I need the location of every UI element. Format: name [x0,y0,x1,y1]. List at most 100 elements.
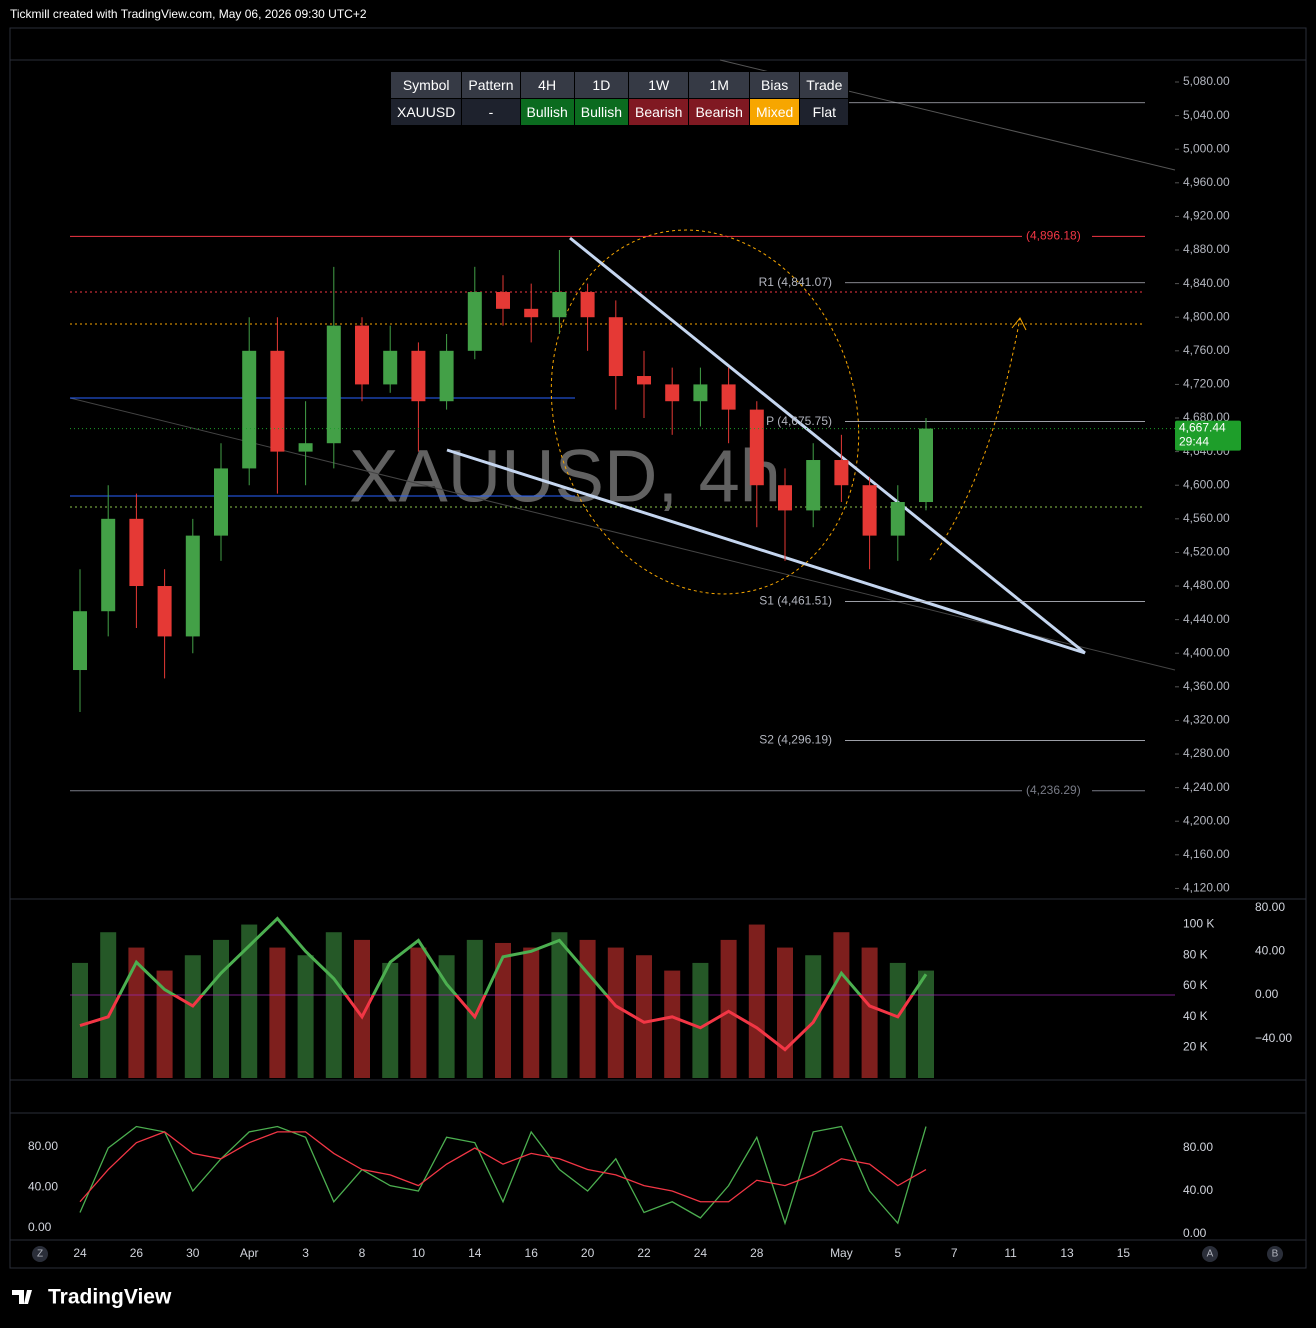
button-label[interactable]: A [1207,1249,1214,1260]
y-tick-label: 4,120.00 [1183,881,1230,895]
candle-body [185,535,200,637]
candle-body [411,350,426,402]
y-tick-label: 40 K [1183,1009,1208,1023]
table-cell: Pattern [461,71,521,99]
wedge-line [569,236,1086,655]
candle-body [580,292,595,318]
volume-bar [325,932,342,1078]
volume-bar [777,947,793,1078]
y-tick-label: 4,480.00 [1183,578,1230,592]
volume-bar [495,942,511,1078]
candle-body [439,350,454,402]
candle-body [721,384,736,410]
button-label[interactable]: Z [37,1249,43,1260]
x-tick-label: 3 [302,1246,309,1260]
candle-body [326,325,341,444]
table-row: XAUUSD - Bullish Bullish Bearish Bearish Mixed… [389,98,850,126]
wedge-line [446,448,1086,655]
table-header: Symbol Pattern 4H 1D 1W 1M Bias Trade [389,71,850,99]
candle-body [467,292,482,351]
x-tick-label: 5 [894,1246,901,1260]
candle-body [919,428,933,503]
x-tick-label: 26 [130,1246,144,1260]
brand-name: TradingView [48,1286,172,1309]
x-tick-label: 11 [1004,1246,1017,1260]
table-cell: Bearish [688,98,750,126]
arrow-head [1011,317,1027,331]
y-tick-label: 4,800.00 [1183,309,1230,323]
candle-body [383,350,398,385]
y-tick-label: 4,840.00 [1183,276,1230,290]
y-tick-label: 4,920.00 [1183,209,1230,223]
candle-body [129,518,144,587]
candle-body [778,485,792,511]
y-tick-label: 4,880.00 [1183,242,1230,256]
candle-body [552,292,567,318]
y-tick-label: 4,400.00 [1183,645,1230,659]
candle-body [806,460,821,511]
volume-bar [607,947,624,1078]
button[interactable] [1267,1246,1283,1262]
table-cell: Bullish [519,98,575,126]
table-cell: 1D [573,71,630,99]
candle-body [101,518,116,612]
volume-bar [918,970,934,1078]
button-label[interactable]: B [1272,1249,1279,1260]
y2-tick-label: 0.00 [28,1220,52,1234]
label-bg [1022,228,1092,245]
button[interactable] [1202,1246,1218,1262]
table-cell: 1M [688,71,750,99]
volume-bar [833,932,850,1078]
candle-body [749,409,764,486]
x-tick-label: 7 [951,1246,958,1260]
candle-body [637,376,651,385]
button[interactable] [32,1246,48,1262]
y-tick-label: 60 K [1183,978,1208,992]
x-tick-label: 8 [359,1246,366,1260]
y-tick-label: 4,200.00 [1183,813,1230,827]
volume-bar [382,962,399,1078]
candle-body [608,317,623,377]
x-tick-label: 16 [525,1246,539,1260]
volume-bar [269,947,286,1078]
volume-bar [889,962,906,1078]
y-tick-label: 4,760.00 [1183,343,1230,357]
table-cell: XAUUSD [389,98,463,126]
candle-body [862,485,877,536]
table-cell: - [461,98,521,126]
pivot-label: R1 (4,841.07) [759,275,832,289]
x-tick-label: 28 [750,1246,764,1260]
volume-bar [523,947,540,1078]
candle-body [157,586,172,637]
signal-table: Symbol Pattern 4H 1D 1W 1M Bias Trade XAUUSD - Bu… [389,71,850,126]
pivot-label: P (4,675.75) [766,414,832,428]
candle-body [524,308,539,318]
level-label: (4,896.18) [1026,229,1081,243]
x-tick-label: 13 [1060,1246,1074,1260]
candle-body [270,350,285,452]
candle-body [693,384,708,402]
ellipse [550,229,860,595]
y-tick-label: 4,720.00 [1183,377,1230,391]
volume-bar [410,947,427,1078]
volume-bar [720,939,737,1078]
x-tick-label: 24 [73,1246,87,1260]
brand: TradingView [12,1286,172,1309]
stoch-line [79,1131,927,1203]
table-cell: Bearish [627,98,690,126]
volume-bar [184,955,201,1078]
table-cell: Mixed [748,98,801,126]
table-cell: Symbol [389,71,463,99]
x-tick-label: 10 [412,1246,426,1260]
buttons: Z A B [32,1246,1283,1262]
volume-bar [100,932,117,1078]
table-cell: Bullish [573,98,630,126]
candle-body [665,384,680,402]
volume-bar [748,924,765,1078]
table-cell: Trade [799,71,850,99]
volume-bar [354,939,370,1078]
y-tick-label: 4,440.00 [1183,612,1230,626]
x-tick-label: May [830,1246,853,1260]
y2-tick-label: 0.00 [1255,987,1279,1001]
